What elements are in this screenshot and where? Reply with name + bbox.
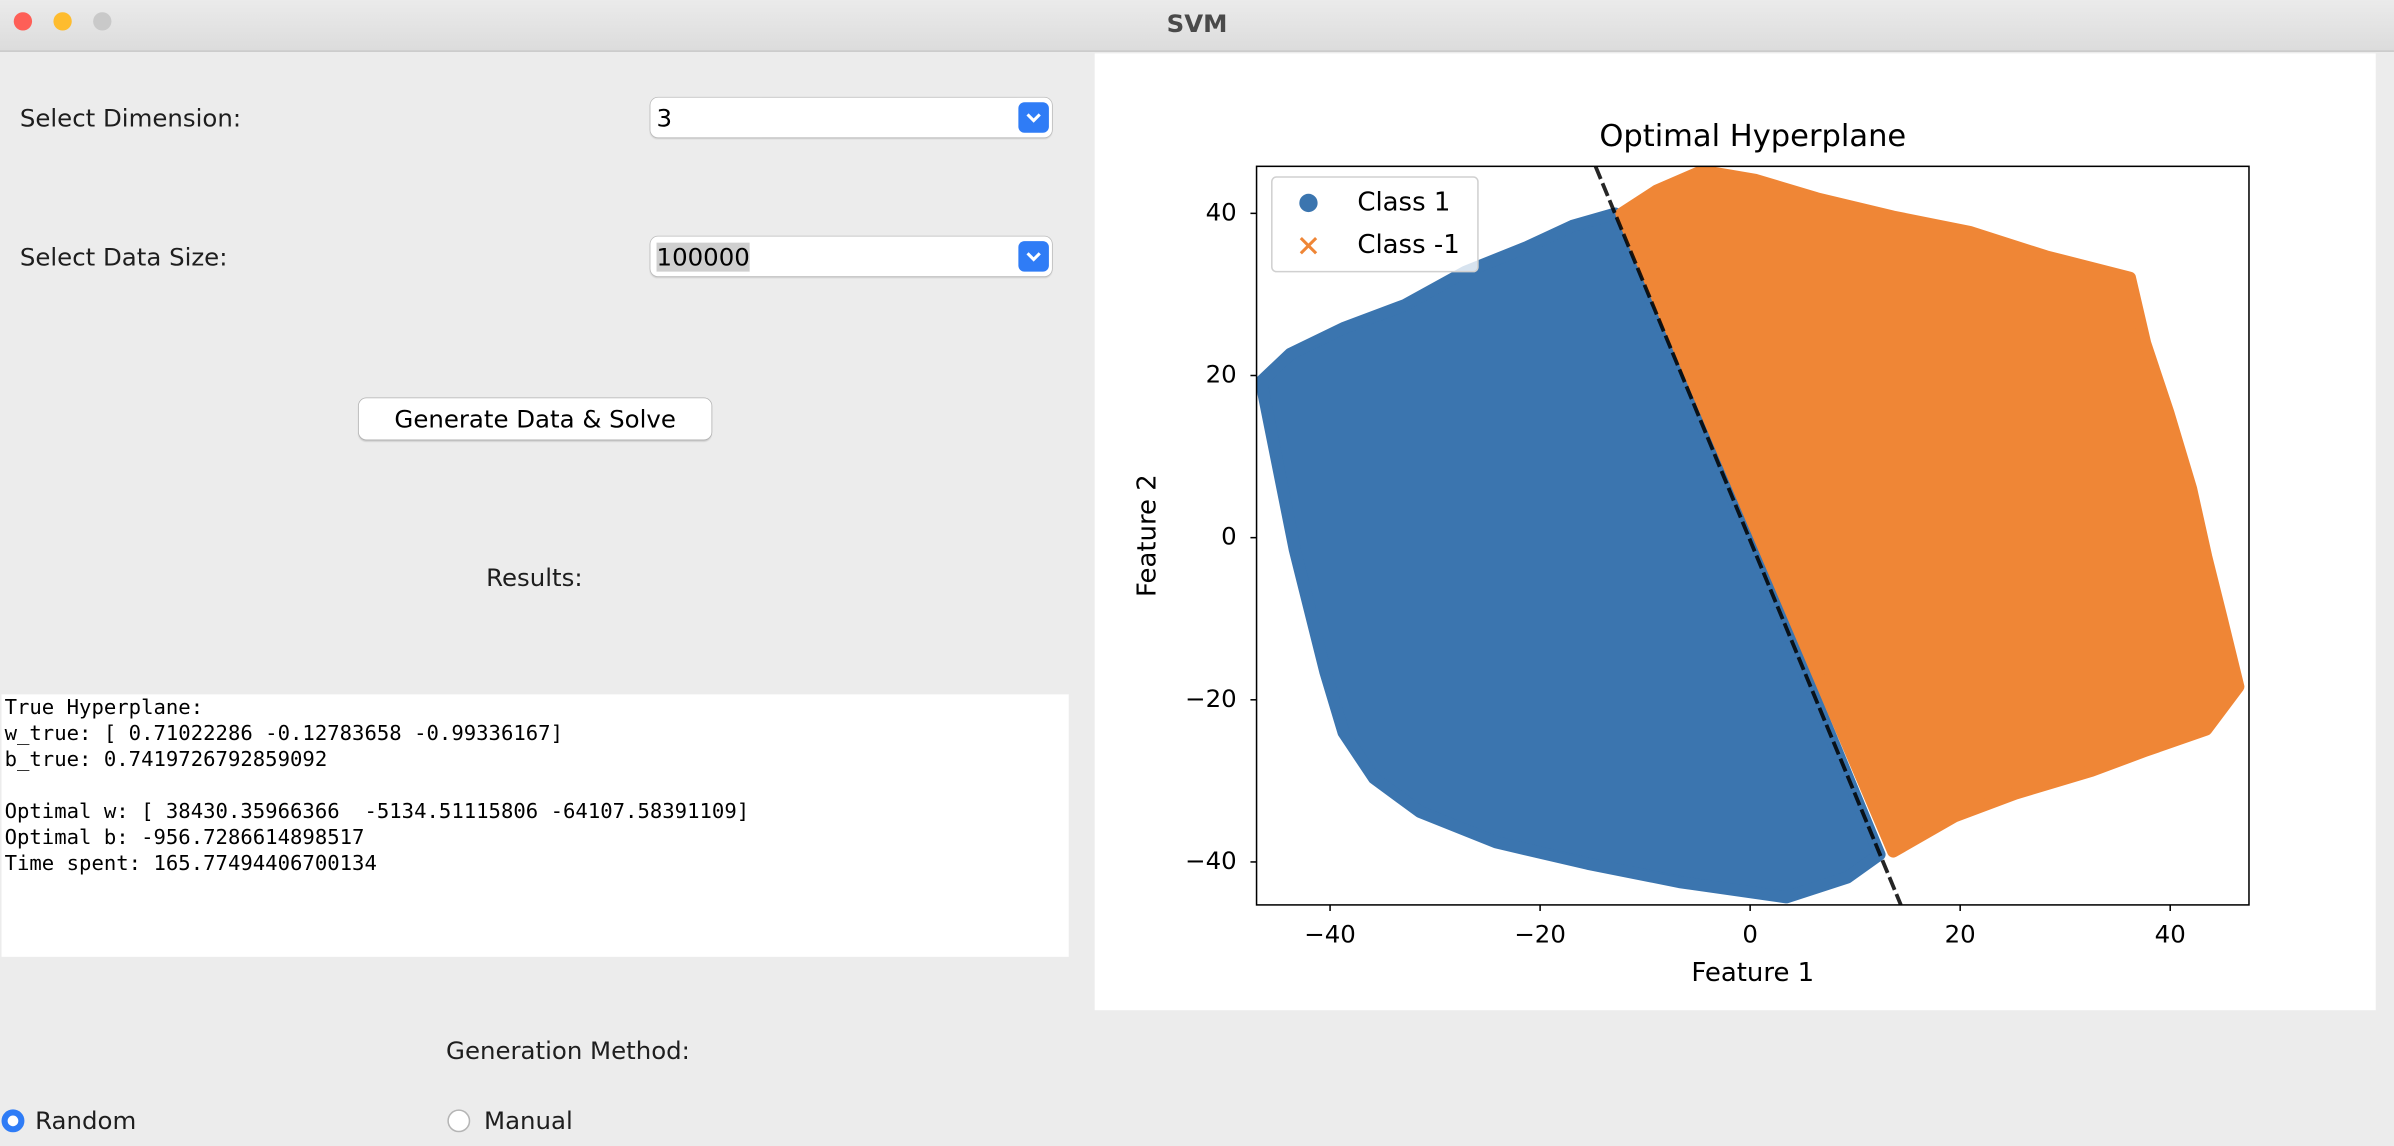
x-tick-label: 20 xyxy=(1945,919,1976,948)
radio-manual[interactable] xyxy=(447,1109,471,1133)
chevron xyxy=(1026,252,1041,262)
plot-area xyxy=(1256,166,2245,905)
window-title: SVM xyxy=(1166,9,1228,39)
generate-button[interactable]: Generate Data & Solve xyxy=(358,398,712,440)
x-tick-label: −20 xyxy=(1514,919,1566,948)
legend-label: Class -1 xyxy=(1357,230,1459,260)
result-line: Optimal b: -956.7286614898517 xyxy=(4,825,365,850)
x-tick-label: 0 xyxy=(1742,919,1758,948)
y-tick-label: 20 xyxy=(1206,360,1237,389)
hyperplane xyxy=(1593,166,1903,905)
chevron xyxy=(1026,113,1041,123)
results-label: Results: xyxy=(486,563,583,593)
size-value: 100000 xyxy=(656,242,750,272)
legend-box xyxy=(1271,176,1479,273)
x-axis-label: Feature 1 xyxy=(1691,958,1814,988)
legend-marker xyxy=(1299,193,1318,213)
radio-label[interactable]: Manual xyxy=(483,1106,573,1136)
radio-label[interactable]: Random xyxy=(35,1106,137,1136)
dimension-label: Select Dimension: xyxy=(19,103,242,133)
dropdown-arrow xyxy=(1018,241,1049,272)
size-label: Select Data Size: xyxy=(19,242,228,272)
legend-marker xyxy=(1299,236,1318,255)
class-1-cloud xyxy=(1256,207,1886,904)
results-text-area[interactable]: True Hyperplane: w_true: [ 0.71022286 -0… xyxy=(1,694,1069,957)
chart: Optimal Hyperplane Feature 1 Feature 2 −… xyxy=(1133,119,2250,988)
close-button[interactable] xyxy=(13,12,33,31)
chart-panel: Optimal Hyperplane Feature 1 Feature 2 −… xyxy=(1094,53,2376,1011)
minimize-button[interactable] xyxy=(53,12,72,31)
x-tick-label: −40 xyxy=(1304,919,1356,948)
dropdown-arrow xyxy=(1018,102,1049,133)
class-neg1-cloud xyxy=(1615,166,2245,858)
result-line: Optimal w: [ 38430.35966366 -5134.511158… xyxy=(4,799,750,825)
y-axis-label: Feature 2 xyxy=(1133,474,1163,597)
result-line: w_true: [ 0.71022286 -0.12783658 -0.9933… xyxy=(4,721,564,747)
dimension-value: 3 xyxy=(656,103,673,133)
result-line: b_true: 0.7419726792859092 xyxy=(4,747,328,773)
radio-random[interactable] xyxy=(1,1109,25,1133)
y-tick-label: 0 xyxy=(1221,522,1237,551)
y-tick-label: 40 xyxy=(1206,197,1237,226)
dimension-select[interactable]: 3 xyxy=(650,97,1052,138)
result-line: True Hyperplane: xyxy=(4,695,204,721)
y-tick-label: −40 xyxy=(1185,846,1237,875)
x-tick-label: 40 xyxy=(2155,919,2186,948)
chart-title: Optimal Hyperplane xyxy=(1599,119,1906,154)
result-line: Time spent: 165.77494406700134 xyxy=(4,851,377,876)
axes-frame xyxy=(1255,165,2250,906)
y-tick-label: −20 xyxy=(1185,684,1237,713)
size-select[interactable]: 100000 xyxy=(650,236,1052,277)
method-label: Generation Method: xyxy=(446,1036,690,1066)
zoom-button[interactable] xyxy=(93,12,112,31)
legend-label: Class 1 xyxy=(1357,187,1450,217)
title-bar: SVM xyxy=(0,0,2394,52)
